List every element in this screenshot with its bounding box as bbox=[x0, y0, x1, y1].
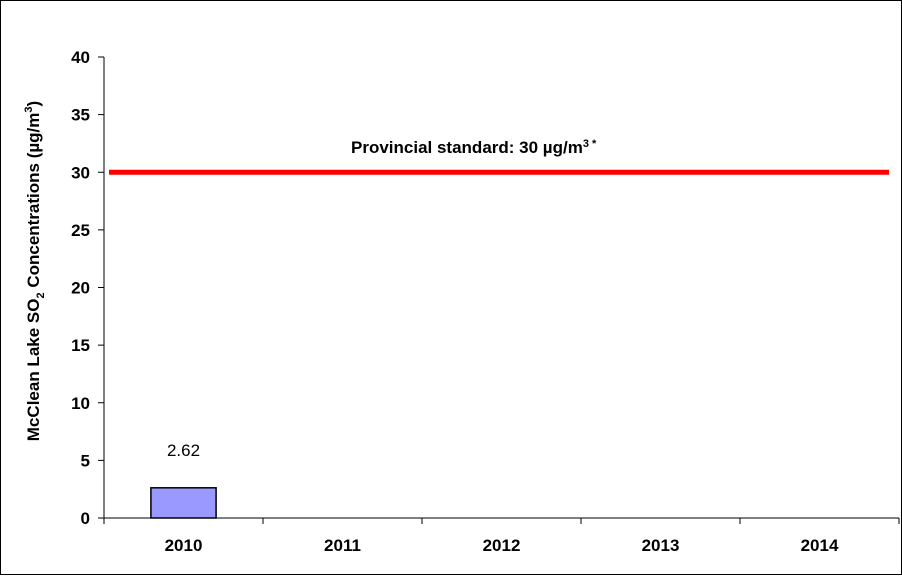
x-tick-label: 2014 bbox=[801, 536, 839, 555]
provincial-standard-label-text: Provincial standard: 30 µg/m bbox=[351, 138, 583, 157]
y-axis-label-middle: Concentrations (µg/m bbox=[24, 113, 43, 293]
y-axis-label-suffix: ) bbox=[24, 101, 43, 107]
y-axis-label-prefix: McClean Lake SO bbox=[24, 299, 43, 442]
y-axis-label-subscript: 2 bbox=[35, 292, 47, 298]
x-tick-label: 2012 bbox=[483, 536, 521, 555]
y-tick-label: 40 bbox=[71, 48, 90, 67]
y-tick-label: 10 bbox=[71, 394, 90, 413]
y-tick-label: 25 bbox=[71, 221, 90, 240]
y-tick-label: 30 bbox=[71, 163, 90, 182]
x-axis-ticks: 2010 2011 2012 2013 2014 bbox=[103, 518, 900, 555]
x-tick-label: 2010 bbox=[165, 536, 203, 555]
y-axis-ticks: 0 5 10 15 20 25 30 35 40 bbox=[71, 48, 104, 528]
y-tick-label: 15 bbox=[71, 336, 90, 355]
bars: 2.62 bbox=[150, 441, 217, 519]
data-label-2010: 2.62 bbox=[167, 441, 200, 460]
bar-2010 bbox=[150, 487, 217, 519]
provincial-standard-label-mark: * bbox=[592, 138, 597, 150]
y-axis-label-superscript: 3 bbox=[23, 106, 35, 112]
x-tick-label: 2011 bbox=[324, 536, 361, 555]
x-tick-label: 2013 bbox=[642, 536, 680, 555]
reference-line-group: Provincial standard: 30 µg/m3 * bbox=[109, 138, 889, 175]
y-tick-label: 0 bbox=[81, 509, 90, 528]
y-tick-label: 20 bbox=[71, 279, 90, 298]
provincial-standard-label-sup: 3 bbox=[583, 138, 589, 150]
y-tick-label: 35 bbox=[71, 106, 90, 125]
provincial-standard-label: Provincial standard: 30 µg/m3 * bbox=[351, 138, 597, 157]
y-tick-label: 5 bbox=[81, 451, 90, 470]
y-axis-label: McClean Lake SO2 Concentrations (µg/m3) bbox=[23, 101, 47, 441]
